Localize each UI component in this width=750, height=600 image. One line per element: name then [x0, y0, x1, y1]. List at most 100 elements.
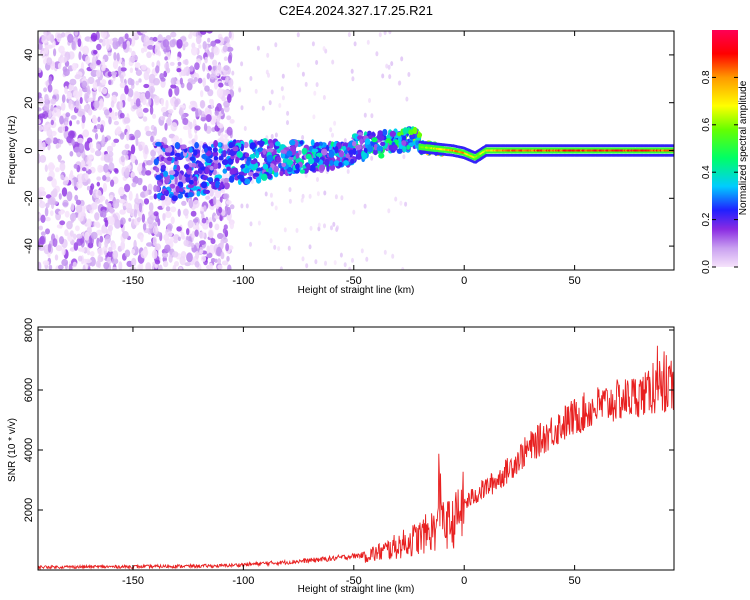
spectrogram-cell — [89, 256, 96, 267]
spectrogram-cell — [92, 92, 96, 101]
spectrogram-cell — [408, 142, 415, 147]
spectrogram-cell — [179, 77, 183, 85]
spectrogram-cell — [108, 162, 115, 172]
spectrogram-cell — [124, 33, 129, 40]
x-tick-label: -100 — [232, 275, 254, 287]
spectrogram-cell — [148, 97, 152, 106]
spectrogram-cell — [213, 80, 219, 90]
spectrogram-cell — [110, 179, 115, 187]
spectrogram-cell — [90, 183, 95, 191]
spectrogram-cell — [59, 162, 66, 172]
spectrogram-cell — [190, 242, 195, 248]
spectrogram-cell — [343, 138, 347, 144]
spectrogram-cell — [93, 100, 100, 109]
spectrogram-cell — [98, 85, 102, 93]
spectrogram-cell — [214, 223, 220, 231]
spectrogram-cell — [368, 98, 371, 103]
spectrogram-cell — [131, 182, 137, 188]
spectrogram-cell — [165, 201, 169, 207]
spectrogram-cell — [363, 203, 367, 209]
spectrogram-cell — [161, 116, 166, 121]
spectrogram-cell — [375, 51, 379, 57]
spectrogram-cell — [90, 32, 98, 42]
spectrogram-cell — [123, 205, 126, 211]
spectrogram-cell — [333, 120, 337, 126]
spectrogram-cell — [143, 83, 150, 89]
spectrogram-cell — [43, 103, 50, 111]
spectrogram-cell — [114, 168, 119, 174]
spectrogram-cell — [249, 76, 253, 81]
spectrogram-cell — [38, 119, 41, 125]
spectrogram-cell — [378, 153, 385, 159]
spectrogram-cell — [200, 90, 204, 98]
spectrogram-cell — [332, 221, 336, 227]
spectrogram-cell — [146, 51, 152, 59]
spectrogram-cell — [82, 129, 90, 138]
spectrogram-cell — [118, 261, 123, 270]
spectrogram-cell — [104, 239, 109, 248]
spectrogram-cell — [199, 109, 203, 116]
spectrogram-cell — [177, 236, 181, 242]
spectrogram-cell — [145, 262, 152, 270]
spectrogram-cell — [309, 225, 313, 231]
spectrogram-cell — [205, 166, 210, 175]
spectrogram-cell — [215, 69, 220, 77]
spectrogram-cell — [99, 98, 104, 107]
spectrogram-cell — [227, 54, 232, 64]
spectrogram-cell — [145, 125, 150, 131]
spectrogram-cell — [212, 147, 218, 153]
spectrogram-cell — [288, 187, 292, 193]
spectrogram-cell — [406, 144, 411, 150]
spectrogram-cell — [214, 214, 221, 220]
spectrogram-cell — [50, 98, 57, 105]
spectrogram-cell — [244, 152, 250, 158]
spectrogram-cell — [176, 226, 182, 232]
spectrogram-cell — [200, 206, 205, 212]
spectrogram-cell — [137, 165, 143, 173]
spectrogram-cell — [316, 177, 319, 182]
spectrogram-cell — [122, 231, 129, 239]
spectrogram-cell — [671, 144, 674, 148]
spectrogram-cell — [191, 107, 197, 112]
spectrogram-cell — [88, 142, 93, 150]
spectrogram-cell — [108, 246, 113, 253]
y-tick-label: -20 — [23, 190, 35, 206]
spectrogram-cell — [95, 69, 101, 78]
spectrogram-cell — [64, 210, 70, 218]
spectrogram-cell — [101, 209, 107, 218]
spectrogram-cell — [38, 97, 45, 107]
spectrogram-cell — [169, 183, 176, 189]
spectrogram-cell — [402, 127, 409, 135]
spectrogram-x-axis: -150 -100 -50 0 50 — [122, 31, 581, 287]
spectrogram-cell — [317, 226, 321, 232]
spectrogram-cell — [189, 100, 197, 106]
spectrogram-cell — [40, 231, 46, 236]
spectrogram-cell — [155, 65, 160, 74]
spectrogram-cell — [107, 52, 112, 57]
spectrogram-cell — [269, 192, 273, 198]
spectrogram-cell — [100, 31, 107, 39]
x-tick-label: -50 — [346, 275, 362, 287]
spectrogram-cell — [155, 243, 161, 251]
spectrogram-cell — [90, 231, 98, 240]
spectrogram-cell — [78, 88, 83, 98]
spectrogram-cell — [221, 96, 227, 102]
spectrogram-cell — [176, 68, 182, 73]
spectrogram-cell — [295, 228, 299, 233]
spectrogram-cell — [146, 242, 153, 247]
spectrogram-cell — [155, 167, 160, 173]
spectrogram-cell — [166, 117, 172, 126]
spectrogram-cell — [84, 141, 91, 151]
spectrogram-cell — [229, 221, 234, 230]
spectrogram-cell — [223, 56, 228, 61]
spectrogram-cell — [58, 193, 62, 200]
spectrogram-cell — [353, 41, 357, 47]
spectrogram-cell — [47, 243, 52, 253]
spectrogram-cell — [326, 164, 330, 172]
spectrogram-cell — [357, 132, 364, 137]
spectrogram-cell — [38, 107, 42, 112]
spectrogram-cell — [206, 245, 210, 254]
spectrogram-cell — [73, 163, 78, 169]
spectrogram-cell — [268, 167, 273, 174]
snr-x-axis: -150 -100 -50 0 50 — [122, 327, 581, 587]
